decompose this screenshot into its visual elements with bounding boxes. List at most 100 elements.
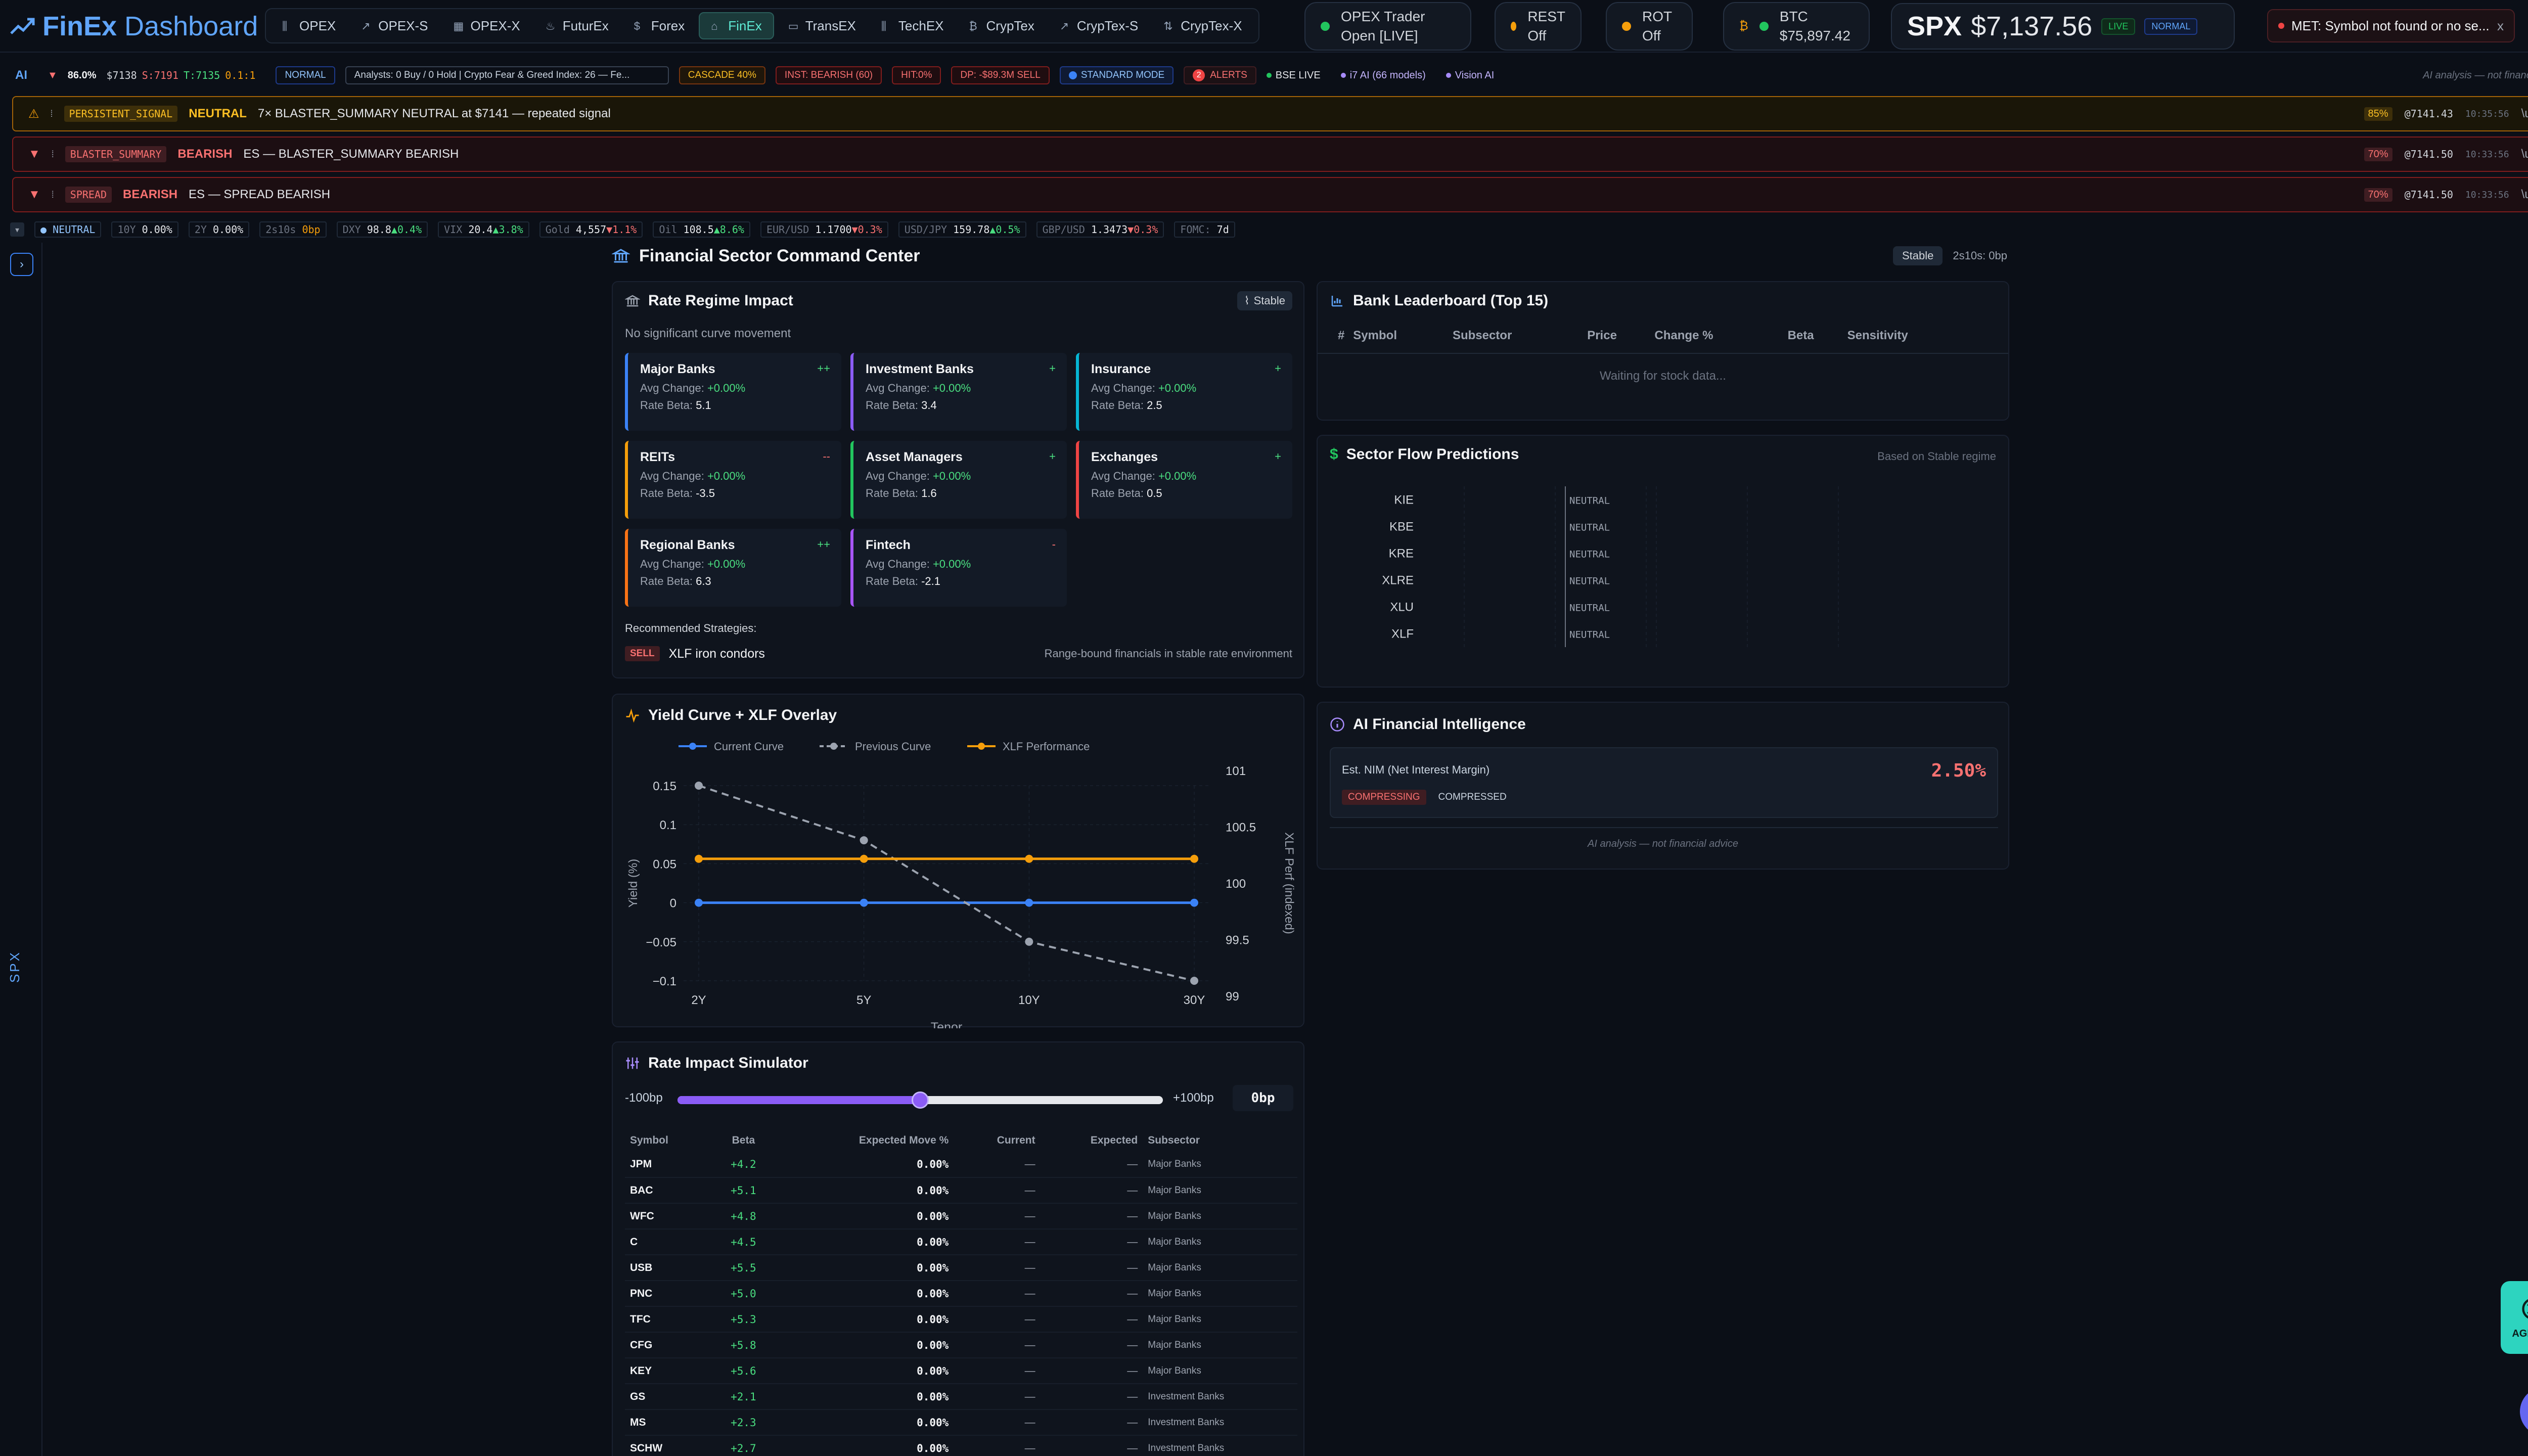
- data-point: [860, 898, 868, 907]
- tab-finex[interactable]: ⌂ FinEx: [699, 12, 774, 39]
- banner-price: @7141.50: [2404, 189, 2453, 201]
- slider-max-label: +100bp: [1173, 1091, 1214, 1105]
- sector-card[interactable]: Regional Banks ++ Avg Change: +0.00% Rate B…: [625, 529, 841, 607]
- tab-techex[interactable]: ⫼ TechEX: [870, 12, 955, 39]
- agents-button[interactable]: AGENTS: [2501, 1281, 2528, 1354]
- simulator-header: Rate Impact Simulator: [625, 1055, 808, 1072]
- tab-opex-s[interactable]: ↗ OPEX-S: [350, 12, 439, 39]
- expand-sidebar-button[interactable]: ›: [10, 253, 33, 276]
- bitcoin-icon: ₿: [969, 20, 977, 32]
- tab-cryptex-s[interactable]: ↗ CrypTex-S: [1049, 12, 1149, 39]
- rate-beta-label: Rate Beta:: [1091, 487, 1144, 499]
- column-header[interactable]: Sensitivity: [1847, 329, 1908, 342]
- sector-card[interactable]: Major Banks ++ Avg Change: +0.00% Rate Beta…: [625, 353, 841, 431]
- column-header[interactable]: Price: [1587, 329, 1617, 342]
- tab-forex[interactable]: $ Forex: [623, 12, 696, 39]
- sector-card[interactable]: Exchanges + Avg Change: +0.00% Rate Beta: 0…: [1076, 441, 1292, 519]
- subsector-cell: Investment Banks: [1143, 1435, 1297, 1456]
- tab-transex[interactable]: ▭ TransEX: [777, 12, 867, 39]
- alerts-chip[interactable]: 2 ALERTS: [1184, 66, 1256, 84]
- btc-price-widget[interactable]: ₿ BTC $75,897.42: [1723, 2, 1870, 51]
- rate-regime-panel: Rate Regime Impact ⌇ Stable No significan…: [612, 281, 1304, 678]
- column-header[interactable]: Expected Move %: [859, 1134, 949, 1146]
- rate-slider-thumb[interactable]: [912, 1091, 929, 1109]
- sector-card[interactable]: Asset Managers + Avg Change: +0.00% Rate Be…: [850, 441, 1067, 519]
- table-row[interactable]: CFG +5.8 0.00% — — Major Banks: [625, 1332, 1297, 1358]
- inst-chip[interactable]: INST: BEARISH (60): [775, 66, 882, 84]
- alert-banner[interactable]: ▼ ⁞ SPREAD BEARISH ES — SPREAD BEARISH 70% @71…: [12, 177, 2528, 212]
- close-icon[interactable]: \u00D7: [2521, 147, 2528, 161]
- collapse-chevron-icon[interactable]: ▾: [10, 222, 25, 237]
- flow-symbol: KIE: [1394, 493, 1414, 507]
- table-row[interactable]: BAC +5.1 0.00% — — Major Banks: [625, 1177, 1297, 1204]
- table-row[interactable]: WFC +4.8 0.00% — — Major Banks: [625, 1203, 1297, 1230]
- bank-leaderboard-panel: Bank Leaderboard (Top 15) # Symbol Subsect…: [1317, 281, 2009, 421]
- app-logo[interactable]: FinEx Dashboard: [10, 11, 258, 41]
- column-header[interactable]: Change %: [1654, 329, 1713, 342]
- column-header[interactable]: Subsector: [1148, 1134, 1200, 1146]
- table-row[interactable]: C +4.5 0.00% — — Major Banks: [625, 1229, 1297, 1255]
- table-row[interactable]: USB +5.5 0.00% — — Major Banks: [625, 1255, 1297, 1281]
- column-header[interactable]: Symbol: [630, 1134, 668, 1146]
- ticker-item: GBP/USD 1.3473▼0.3%: [1036, 221, 1164, 238]
- tab-futurex[interactable]: ♨ FuturEx: [534, 12, 620, 39]
- expected-cell: —: [1040, 1152, 1143, 1178]
- strategy-row[interactable]: SELL XLF iron condors Range-bound financ…: [625, 646, 1292, 661]
- table-row[interactable]: PNC +5.0 0.00% — — Major Banks: [625, 1281, 1297, 1307]
- drag-handle-icon[interactable]: ⁞: [50, 108, 53, 119]
- column-header[interactable]: Expected: [1090, 1134, 1138, 1146]
- tab-cryptex[interactable]: ₿ CrypTex: [958, 12, 1046, 39]
- sector-card[interactable]: REITs -- Avg Change: +0.00% Rate Beta: -3.5: [625, 441, 841, 519]
- chat-button[interactable]: [2520, 1387, 2528, 1436]
- btc-price: $75,897.42: [1779, 28, 1850, 43]
- alert-banner[interactable]: ▼ ⁞ BLASTER_SUMMARY BEARISH ES — BLASTER_SUM…: [12, 136, 2528, 172]
- opex-trader-status[interactable]: OPEX Trader Open [LIVE]: [1304, 2, 1471, 51]
- table-row[interactable]: GS +2.1 0.00% — — Investment Banks: [625, 1384, 1297, 1410]
- analysts-chip[interactable]: Analysts: 0 Buy / 0 Hold | Crypto Fear &…: [345, 66, 669, 84]
- avg-change-row: Avg Change: +0.00%: [866, 382, 1055, 395]
- close-icon[interactable]: \u00D7: [2521, 107, 2528, 120]
- table-row[interactable]: JPM +4.2 0.00% — — Major Banks: [625, 1152, 1297, 1178]
- met-error-alert[interactable]: MET: Symbol not found or no se... x: [2267, 9, 2515, 42]
- rate-slider-track[interactable]: [678, 1091, 1163, 1109]
- avg-change-row: Avg Change: +0.00%: [640, 470, 829, 483]
- table-row[interactable]: MS +2.3 0.00% — — Investment Banks: [625, 1409, 1297, 1436]
- rail-spx-label[interactable]: SPX: [7, 950, 22, 983]
- sector-card[interactable]: Investment Banks + Avg Change: +0.00% Rate …: [850, 353, 1067, 431]
- spx-quote[interactable]: SPX $7,137.56 LIVE NORMAL: [1891, 3, 2235, 50]
- sector-card[interactable]: Fintech - Avg Change: +0.00% Rate Beta: -2.…: [850, 529, 1067, 607]
- column-header[interactable]: Beta: [1787, 329, 1814, 342]
- close-icon[interactable]: x: [2497, 18, 2504, 33]
- dark-pool-chip[interactable]: DP: -$89.3M SELL: [951, 66, 1050, 84]
- standard-mode-chip[interactable]: STANDARD MODE: [1059, 66, 1174, 84]
- ticker-item: 2Y 0.00%: [188, 221, 250, 238]
- tab-opex-x[interactable]: ▦ OPEX-X: [442, 12, 531, 39]
- drag-handle-icon[interactable]: ⁞: [51, 189, 54, 200]
- table-row[interactable]: KEY +5.6 0.00% — — Major Banks: [625, 1358, 1297, 1384]
- rest-status[interactable]: REST Off: [1495, 2, 1582, 51]
- sector-card[interactable]: Insurance + Avg Change: +0.00% Rate Beta: 2…: [1076, 353, 1292, 431]
- close-icon[interactable]: \u00D7: [2521, 188, 2528, 201]
- sector-name: Exchanges: [1091, 450, 1158, 464]
- table-row[interactable]: SCHW +2.7 0.00% — — Investment Banks: [625, 1435, 1297, 1456]
- column-header[interactable]: Current: [997, 1134, 1035, 1146]
- mode-chip[interactable]: NORMAL: [276, 66, 335, 84]
- table-row[interactable]: TFC +5.3 0.00% — — Major Banks: [625, 1306, 1297, 1333]
- cascade-chip[interactable]: CASCADE 40%: [679, 66, 765, 84]
- rot-status[interactable]: ROT Off: [1606, 2, 1693, 51]
- column-header[interactable]: Beta: [732, 1134, 755, 1146]
- vision-ai-indicator[interactable]: Vision AI: [1446, 70, 1494, 81]
- hit-chip[interactable]: HIT:0%: [892, 66, 941, 84]
- drag-handle-icon[interactable]: ⁞: [51, 149, 54, 159]
- ai-models-indicator[interactable]: i7 AI (66 models): [1340, 70, 1426, 81]
- column-header[interactable]: Symbol: [1353, 329, 1397, 342]
- simulator-table: Symbol Beta Expected Move % Current Expected…: [625, 1129, 1297, 1456]
- tab-cryptex-x[interactable]: ⇅ CrypTex-X: [1152, 12, 1253, 39]
- column-header[interactable]: Subsector: [1452, 329, 1512, 342]
- tab-label: CrypTex-S: [1076, 18, 1139, 33]
- column-header[interactable]: #: [1338, 329, 1345, 342]
- ticker-value: 159.78: [953, 223, 990, 236]
- tab-opex[interactable]: ⫼ OPEX: [271, 12, 347, 39]
- error-dot-icon: [2278, 23, 2284, 29]
- alert-banner[interactable]: ⚠ ⁞ PERSISTENT_SIGNAL NEUTRAL 7× BLASTER_SUM…: [12, 96, 2528, 131]
